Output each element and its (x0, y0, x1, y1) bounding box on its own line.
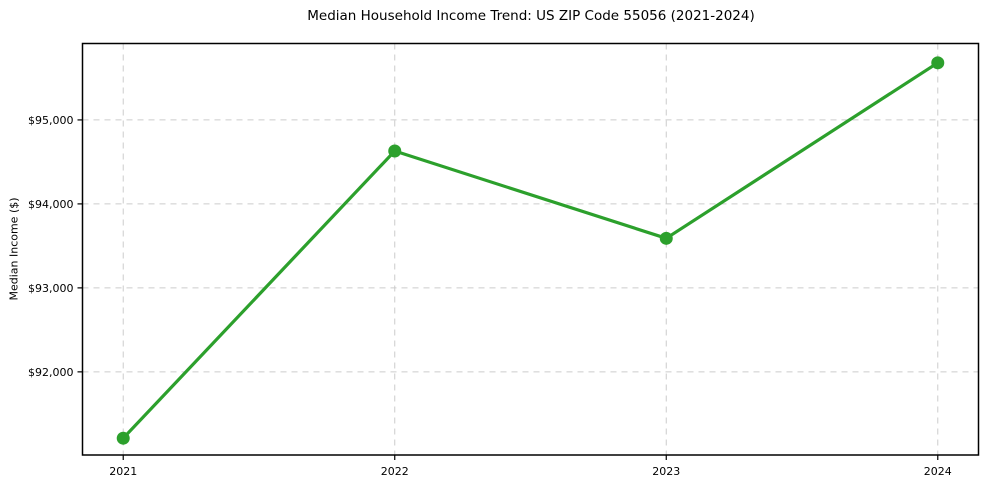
y-tick-label: $95,000 (28, 114, 74, 127)
y-axis-label: Median Income ($) (7, 197, 21, 301)
x-tick-label: 2022 (381, 465, 409, 478)
x-tick-label: 2023 (652, 465, 680, 478)
data-point-marker (116, 431, 130, 445)
chart-title: Median Household Income Trend: US ZIP Co… (307, 8, 755, 24)
plot-border (81, 42, 980, 456)
y-tick-label: $94,000 (28, 198, 74, 211)
plot-background (82, 43, 979, 455)
x-tick-label: 2024 (924, 465, 952, 478)
data-point-marker (659, 231, 673, 245)
trend-line (121, 61, 940, 440)
data-point-marker (931, 56, 945, 70)
y-tick-label: $92,000 (28, 366, 74, 379)
x-tick-label: 2021 (109, 465, 137, 478)
y-tick-label: $93,000 (28, 282, 74, 295)
data-point-marker (388, 144, 402, 158)
